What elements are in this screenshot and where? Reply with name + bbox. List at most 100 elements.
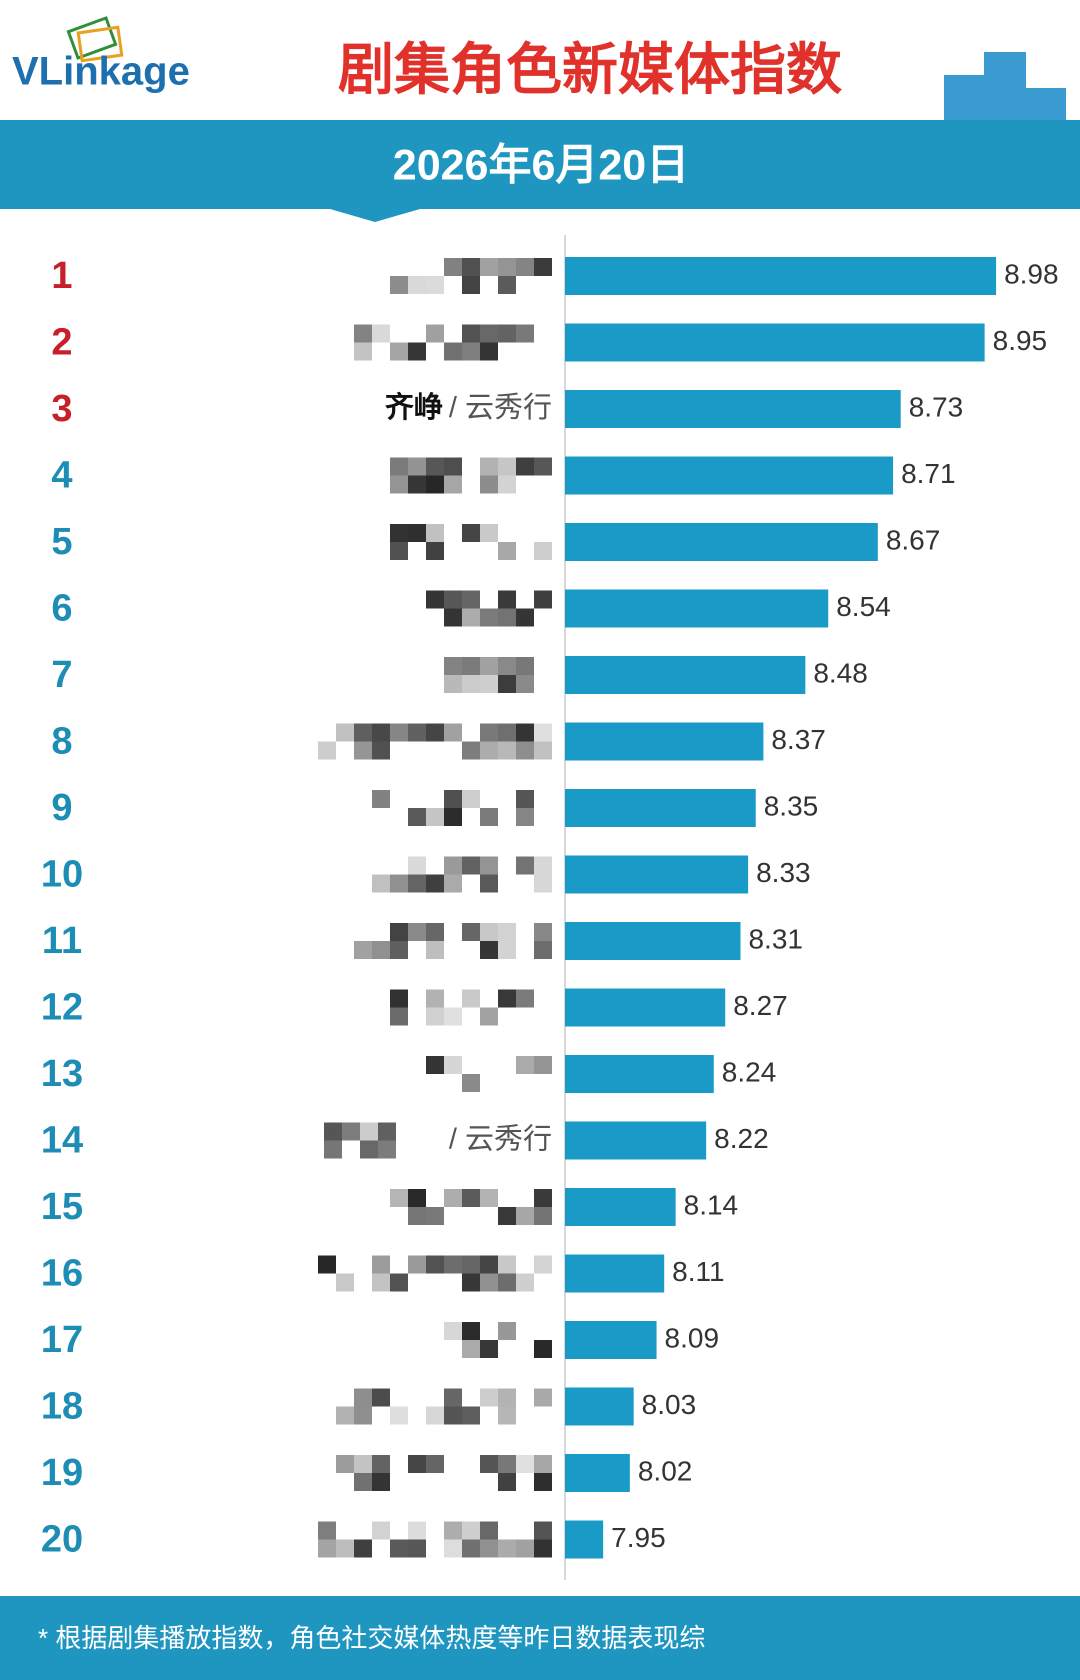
blurred-name xyxy=(390,989,534,1026)
pixel-block xyxy=(408,1521,426,1540)
pixel-block xyxy=(480,723,498,742)
pixel-block xyxy=(480,342,498,361)
role-name: 齐峥 xyxy=(385,391,443,424)
value-label: 7.95 xyxy=(611,1522,666,1553)
pixel-block xyxy=(336,723,354,742)
pixel-block xyxy=(426,1207,444,1225)
pixel-block xyxy=(462,1273,480,1292)
rank-label: 2 xyxy=(51,322,72,364)
pixel-block xyxy=(516,723,534,742)
pixel-block xyxy=(372,723,390,742)
value-label: 8.98 xyxy=(1004,258,1059,289)
pixel-block xyxy=(462,524,480,542)
pixel-block xyxy=(426,590,444,609)
value-label: 8.67 xyxy=(886,524,941,555)
pixel-block xyxy=(480,1388,498,1407)
rank-label: 17 xyxy=(41,1319,83,1361)
value-label: 8.22 xyxy=(714,1123,769,1154)
bar xyxy=(565,390,901,428)
pixel-block xyxy=(408,475,426,494)
blurred-name xyxy=(318,723,552,760)
pixel-block xyxy=(444,657,462,675)
pixel-block xyxy=(426,457,444,476)
pixel-block xyxy=(336,1539,354,1558)
pixel-block xyxy=(480,874,498,893)
pixel-block xyxy=(408,276,426,294)
bar xyxy=(565,1121,707,1160)
pixel-block xyxy=(354,324,372,343)
pixel-block xyxy=(426,874,444,893)
pixel-block xyxy=(408,1255,426,1274)
blurred-name xyxy=(390,524,552,560)
pixel-block xyxy=(498,1255,516,1274)
pixel-block xyxy=(534,741,552,760)
pixel-block xyxy=(372,941,390,959)
blurred-name xyxy=(324,1122,396,1159)
pixel-block xyxy=(498,475,516,494)
pixel-block xyxy=(390,874,408,893)
bar xyxy=(565,323,985,362)
pixel-block xyxy=(462,856,480,875)
pixel-block xyxy=(498,1388,516,1407)
pixel-block xyxy=(462,675,480,693)
pixel-block xyxy=(390,542,408,560)
pixel-block xyxy=(480,324,498,343)
rank-label: 9 xyxy=(51,787,72,829)
blurred-name xyxy=(426,1056,552,1092)
pixel-block xyxy=(498,675,516,693)
pixel-block xyxy=(498,657,516,675)
blurred-name xyxy=(354,923,552,959)
pixel-block xyxy=(444,590,462,609)
pixel-block xyxy=(354,941,372,959)
pixel-block xyxy=(426,475,444,494)
logo-icon xyxy=(66,16,124,63)
pixel-block xyxy=(336,1455,354,1473)
subtitle: 2026年6月20日 xyxy=(393,141,689,189)
logo: VLinkage xyxy=(12,50,190,94)
pixel-block xyxy=(354,1455,372,1473)
bar xyxy=(565,589,829,628)
pixel-block xyxy=(426,1056,444,1074)
rank-label: 8 xyxy=(51,721,72,763)
blurred-name xyxy=(444,1322,552,1358)
pixel-block xyxy=(498,1322,516,1340)
pixel-block xyxy=(498,1273,516,1292)
bar xyxy=(565,988,726,1027)
pixel-block xyxy=(444,475,462,494)
pixel-block xyxy=(498,723,516,742)
pixel-block xyxy=(462,1521,480,1540)
pixel-block xyxy=(462,1189,480,1207)
pixel-block xyxy=(426,324,444,343)
pixel-block xyxy=(498,1539,516,1558)
pixel-block xyxy=(534,723,552,742)
rank-label: 5 xyxy=(51,521,72,563)
rank-label: 11 xyxy=(42,920,82,962)
pixel-block xyxy=(372,1388,390,1407)
pixel-block xyxy=(354,342,372,361)
pixel-block xyxy=(390,524,408,542)
pixel-block xyxy=(324,1122,342,1141)
pixel-block xyxy=(534,590,552,609)
pixel-block xyxy=(444,1539,462,1558)
pixel-block xyxy=(390,276,408,294)
pixel-block xyxy=(426,1455,444,1473)
pixel-block xyxy=(480,524,498,542)
header-notch xyxy=(330,209,420,222)
pixel-block xyxy=(354,1539,372,1558)
pixel-block xyxy=(408,808,426,826)
blurred-name xyxy=(390,457,552,494)
pixel-block xyxy=(480,1255,498,1274)
pixel-block xyxy=(444,1388,462,1407)
podium-icon xyxy=(944,52,1066,120)
rows: 1 8.982 8.953 齐峥 / 云秀行 8.734 8.715 8.676 8.547 8.… xyxy=(41,255,1059,1561)
pixel-block xyxy=(318,1521,336,1540)
blurred-name xyxy=(354,324,534,361)
bar xyxy=(565,1387,634,1426)
pixel-block xyxy=(426,808,444,826)
pixel-block xyxy=(390,1273,408,1292)
pixel-block xyxy=(516,1455,534,1473)
pixel-block xyxy=(480,1521,498,1540)
bar xyxy=(565,855,749,894)
pixel-block xyxy=(426,989,444,1008)
